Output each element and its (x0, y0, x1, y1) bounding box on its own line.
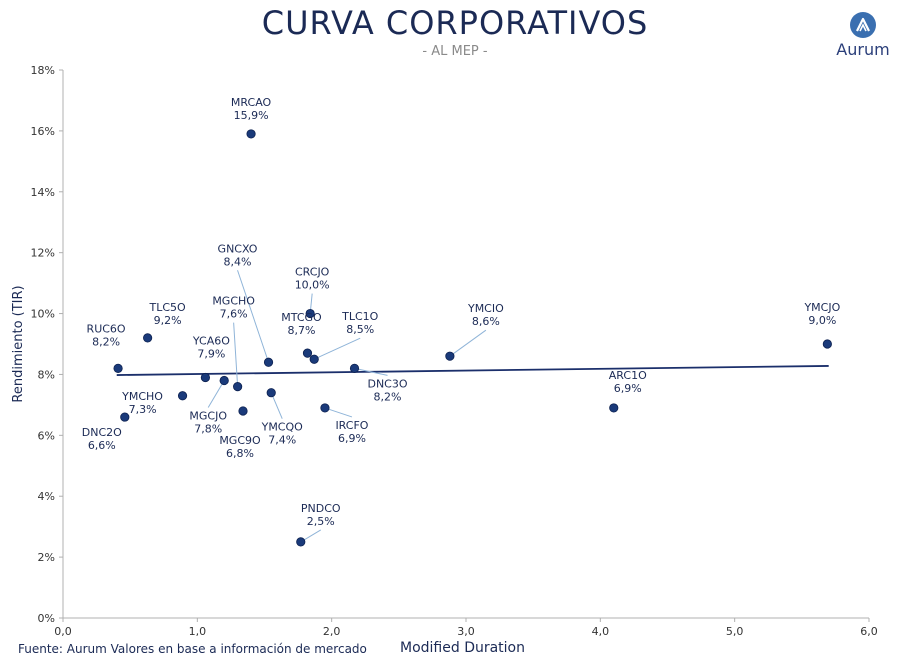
y-tick-label: 12% (31, 247, 55, 260)
data-points (113, 129, 832, 547)
point-value-label: 10,0% (295, 279, 330, 292)
point-name-label: DNC3O (367, 377, 407, 390)
data-point (246, 129, 256, 139)
data-point (302, 348, 313, 358)
point-value-label: 6,8% (226, 447, 254, 460)
point-value-label: 7,8% (194, 423, 222, 436)
data-point (200, 372, 210, 383)
data-point (320, 403, 330, 413)
leader-line (270, 392, 283, 419)
point-value-label: 6,6% (88, 439, 116, 452)
point-name-label: TLC5O (149, 301, 187, 314)
data-point (296, 537, 306, 547)
point-value-label: 2,5% (307, 515, 335, 528)
data-point (177, 391, 188, 401)
point-name-label: MRCAO (231, 96, 272, 109)
point-value-label: 6,9% (338, 432, 366, 445)
data-point (238, 406, 248, 416)
trendline-group (116, 365, 829, 376)
y-tick-label: 16% (31, 125, 55, 138)
point-value-label: 8,7% (288, 324, 316, 337)
data-point (822, 339, 832, 349)
chart-axes: 0% 2% 4% 6% 8% 10% 12% 14% 16% 18% 0,0 1,0 2,0 3,0 4,0… (11, 64, 878, 638)
point-name-label: MGCHO (212, 295, 255, 308)
y-tick-label: 8% (38, 368, 55, 381)
point-name-label: GNCXO (218, 242, 258, 255)
point-value-label: 8,2% (92, 335, 120, 348)
x-axis-label: Modified Duration (400, 640, 525, 656)
point-value-label: 9,0% (808, 314, 836, 327)
point-name-label: YCA6O (192, 334, 230, 347)
point-value-label: 7,9% (197, 347, 225, 360)
point-value-label: 7,4% (268, 434, 296, 447)
x-tick-label: 3,0 (457, 625, 475, 638)
y-tick-label: 14% (31, 186, 55, 199)
chart-title: CURVA CORPORATIVOS (261, 4, 649, 42)
point-value-label: 9,2% (154, 314, 182, 327)
y-tick-label: 4% (38, 490, 55, 503)
x-tick-label: 2,0 (323, 625, 341, 638)
point-value-label: 7,3% (129, 403, 157, 416)
point-name-label: YMCJO (803, 301, 840, 314)
leader-line (313, 337, 361, 360)
point-value-label: 7,6% (220, 308, 248, 321)
point-name-label: MGCJO (189, 410, 227, 423)
x-tick-label: 6,0 (860, 625, 878, 638)
point-name-label: RUC6O (87, 322, 126, 335)
data-point (233, 382, 243, 392)
data-point (349, 363, 360, 373)
source-note: Fuente: Aurum Valores en base a informac… (18, 642, 367, 656)
point-name-label: PNDCO (301, 502, 341, 515)
data-point (113, 363, 123, 373)
data-point (120, 412, 130, 422)
data-point (263, 357, 274, 367)
leader-line (237, 270, 270, 363)
leader-line (233, 322, 239, 387)
data-point (305, 308, 315, 319)
y-tick-label: 18% (31, 64, 55, 77)
point-value-label: 6,9% (614, 382, 642, 395)
aurum-logo-icon (850, 12, 876, 38)
data-point (609, 403, 619, 413)
data-point (445, 351, 455, 361)
y-tick-label: 6% (38, 429, 55, 442)
point-value-label: 15,9% (234, 109, 269, 122)
chart-subtitle: - AL MEP - (422, 44, 488, 59)
point-name-label: MGC9O (219, 434, 261, 447)
point-name-label: YMCIO (467, 302, 504, 315)
point-name-label: CRCJO (295, 266, 330, 279)
data-point (219, 375, 229, 386)
point-name-label: TLC1O (341, 310, 379, 323)
x-tick-label: 0,0 (54, 625, 72, 638)
trendline (116, 365, 829, 376)
data-point (266, 388, 276, 398)
point-value-label: 8,4% (224, 255, 252, 268)
point-name-label: IRCFO (335, 419, 368, 432)
leader-line (354, 367, 388, 376)
point-name-label: ARC1O (609, 369, 647, 382)
x-tick-label: 5,0 (726, 625, 744, 638)
x-tick-label: 1,0 (189, 625, 207, 638)
leader-line (324, 407, 353, 418)
point-value-label: 8,5% (346, 323, 374, 336)
point-name-label: YMCHO (121, 390, 163, 403)
y-tick-label: 0% (38, 612, 55, 625)
point-name-label: MTCGO (281, 311, 322, 324)
y-tick-label: 2% (38, 551, 55, 564)
y-tick-label: 10% (31, 308, 55, 321)
leader-line (207, 380, 225, 408)
data-point (309, 354, 319, 364)
leader-line (449, 329, 487, 357)
y-axis-title: Rendimiento (TIR) (11, 285, 26, 402)
point-value-label: 8,6% (472, 315, 500, 328)
point-value-label: 8,2% (374, 390, 402, 403)
logo-text: Aurum (836, 40, 890, 59)
point-name-label: DNC2O (82, 426, 122, 439)
data-point (143, 333, 153, 343)
x-tick-label: 4,0 (592, 625, 610, 638)
point-name-label: YMCQO (261, 421, 304, 434)
